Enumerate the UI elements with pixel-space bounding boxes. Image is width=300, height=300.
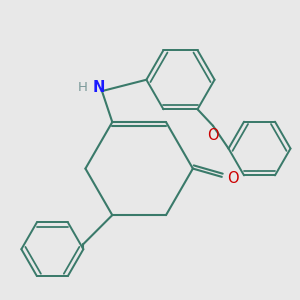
Text: O: O — [207, 128, 219, 143]
Text: H: H — [78, 82, 88, 94]
Text: N: N — [93, 80, 105, 95]
Text: O: O — [227, 171, 238, 186]
